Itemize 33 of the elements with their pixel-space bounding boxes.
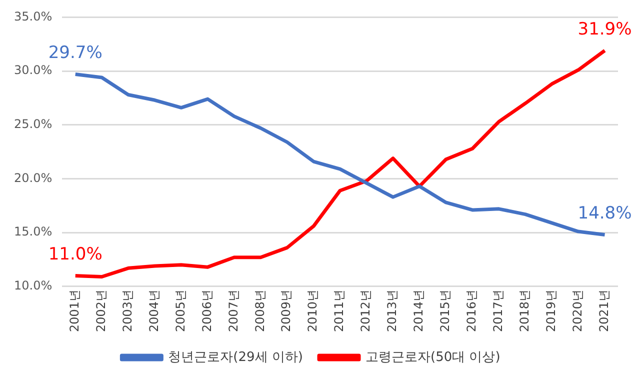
x-tick-label: 2001년 xyxy=(67,289,82,332)
x-tick-label: 2009년 xyxy=(279,289,294,332)
x-tick-label: 2014년 xyxy=(412,289,426,332)
data-label: 14.8% xyxy=(578,204,632,224)
data-label: 31.9% xyxy=(578,20,632,40)
x-tick-label: 2004년 xyxy=(146,289,161,332)
x-tick-label: 2003년 xyxy=(120,289,134,332)
x-tick-label: 2006년 xyxy=(200,289,214,332)
x-tick-label: 2015년 xyxy=(438,289,452,332)
x-tick-label: 2005년 xyxy=(173,289,188,332)
x-tick-label: 2012년 xyxy=(358,289,373,332)
y-tick-label: 20.0% xyxy=(14,170,52,185)
x-tick-label: 2013년 xyxy=(385,289,400,332)
y-tick-label: 30.0% xyxy=(14,63,52,78)
x-tick-label: 2016년 xyxy=(464,289,479,332)
x-tick-label: 2007년 xyxy=(226,289,240,332)
data-label: 29.7% xyxy=(48,43,102,64)
x-tick-label: 2017년 xyxy=(491,289,506,332)
y-tick-label: 35.0% xyxy=(14,9,52,24)
x-tick-label: 2021년 xyxy=(596,289,611,332)
x-tick-label: 2008년 xyxy=(252,289,267,332)
x-tick-label: 2010년 xyxy=(306,289,320,332)
x-tick-label: 2020년 xyxy=(570,289,584,332)
x-tick-label: 2002년 xyxy=(94,289,108,332)
legend-label: 고령근로자(50대 이상) xyxy=(366,350,500,365)
data-label: 11.0% xyxy=(48,244,102,265)
y-tick-label: 10.0% xyxy=(14,278,52,293)
y-tick-label: 15.0% xyxy=(14,224,52,239)
x-tick-label: 2019년 xyxy=(544,289,558,332)
legend-label: 청년근로자(29세 이하) xyxy=(168,350,304,365)
x-tick-label: 2011년 xyxy=(332,289,346,332)
x-tick-label: 2018년 xyxy=(517,289,532,332)
y-tick-label: 25.0% xyxy=(14,117,52,132)
